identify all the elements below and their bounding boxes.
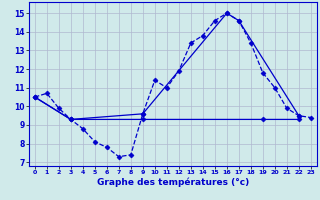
X-axis label: Graphe des températures (°c): Graphe des températures (°c) [97,178,249,187]
